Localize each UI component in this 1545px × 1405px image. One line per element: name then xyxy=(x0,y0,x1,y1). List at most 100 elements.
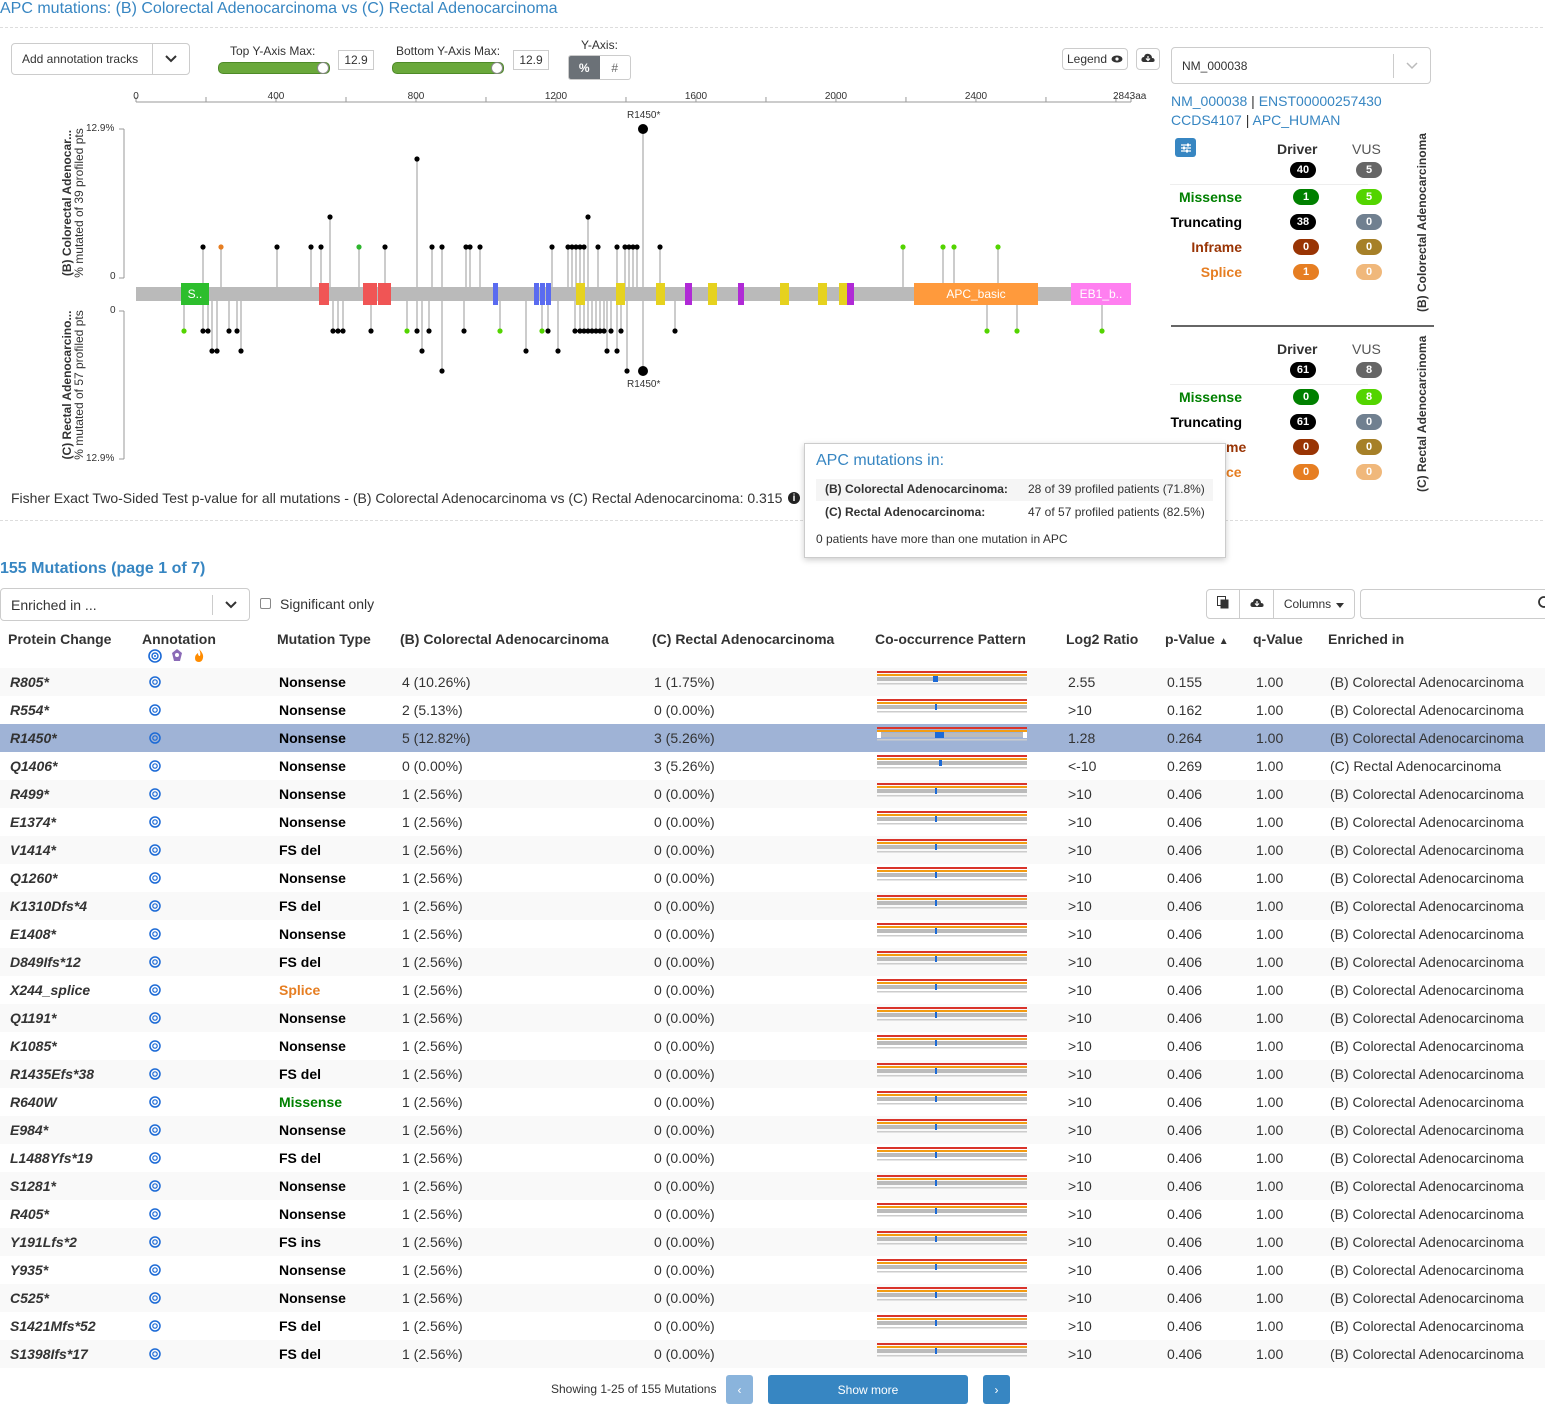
col-log2-ratio[interactable]: Log2 Ratio xyxy=(1066,631,1139,647)
table-row[interactable]: Q1406* Nonsense 0 (0.00%) 3 (5.26%) <-10 0.26… xyxy=(0,752,1545,780)
oncokb-icon[interactable] xyxy=(149,1032,161,1060)
group-b-freq-cell: 0 (0.00%) xyxy=(402,758,463,774)
tooltip-c-label: (C) Rectal Adenocarcinoma: xyxy=(825,505,986,519)
oncokb-icon[interactable] xyxy=(149,1312,161,1340)
settings-sliders-icon[interactable] xyxy=(1175,138,1196,157)
oncokb-icon[interactable] xyxy=(149,724,161,752)
table-row[interactable]: V1414* FS del 1 (2.56%) 0 (0.00%) >10 0.406 1.… xyxy=(0,836,1545,864)
oncokb-icon[interactable] xyxy=(149,976,161,1004)
ccds-link[interactable]: CCDS4107 xyxy=(1171,112,1242,128)
oncokb-icon[interactable] xyxy=(149,1172,161,1200)
table-row[interactable]: Q1191* Nonsense 1 (2.56%) 0 (0.00%) >10 0.406… xyxy=(0,1004,1545,1032)
oncokb-icon[interactable] xyxy=(149,668,161,696)
top-ymax-handle[interactable] xyxy=(317,62,329,74)
col-enriched-in[interactable]: Enriched in xyxy=(1328,631,1405,647)
table-row[interactable]: K1085* Nonsense 1 (2.56%) 0 (0.00%) >10 0.406… xyxy=(0,1032,1545,1060)
oncokb-icon[interactable] xyxy=(149,1088,161,1116)
table-row[interactable]: R405* Nonsense 1 (2.56%) 0 (0.00%) >10 0.406 1… xyxy=(0,1200,1545,1228)
table-row[interactable]: S1398Ifs*17 FS del 1 (2.56%) 0 (0.00%) >10 0.… xyxy=(0,1340,1545,1368)
oncokb-icon[interactable] xyxy=(149,1116,161,1144)
col-cooccurrence[interactable]: Co-occurrence Pattern xyxy=(875,631,1026,647)
table-row[interactable]: Y935* Nonsense 1 (2.56%) 0 (0.00%) >10 0.406 1… xyxy=(0,1256,1545,1284)
lollipop-plot: 0 400 800 1200 1600 2000 2400 2843aa xyxy=(119,91,1147,460)
missense-vus-badge: 8 xyxy=(1356,389,1382,405)
show-more-button[interactable]: Show more xyxy=(768,1375,968,1404)
table-row[interactable]: Y191Lfs*2 FS ins 1 (2.56%) 0 (0.00%) >10 0.40… xyxy=(0,1228,1545,1256)
table-row[interactable]: X244_splice Splice 1 (2.56%) 0 (0.00%) >10 0.… xyxy=(0,976,1545,1004)
columns-button[interactable]: Columns xyxy=(1273,589,1355,619)
uniprot-link[interactable]: APC_HUMAN xyxy=(1252,112,1341,128)
annotation-tracks-dropdown[interactable]: Add annotation tracks xyxy=(11,43,190,75)
col-mutation-type[interactable]: Mutation Type xyxy=(277,631,371,647)
legend-button[interactable]: Legend xyxy=(1062,48,1128,70)
col-protein-change[interactable]: Protein Change xyxy=(8,631,112,647)
yaxis-count-button[interactable]: # xyxy=(611,60,619,75)
table-row[interactable]: C525* Nonsense 1 (2.56%) 0 (0.00%) >10 0.406 1… xyxy=(0,1284,1545,1312)
oncokb-icon[interactable] xyxy=(149,1284,161,1312)
oncokb-icon[interactable] xyxy=(149,808,161,836)
info-icon[interactable]: i xyxy=(788,492,800,504)
bottom-ymax-slider[interactable] xyxy=(392,62,504,74)
table-download-button[interactable] xyxy=(1239,589,1274,619)
significant-only-checkbox[interactable] xyxy=(260,598,271,609)
table-row[interactable]: D849Ifs*12 FS del 1 (2.56%) 0 (0.00%) >10 0.4… xyxy=(0,948,1545,976)
lollipop-head xyxy=(601,328,607,334)
oncokb-icon[interactable] xyxy=(149,752,161,780)
domain-s-label[interactable]: S.. xyxy=(187,287,203,301)
table-row[interactable]: R640W Missense 1 (2.56%) 0 (0.00%) >10 0.406 1… xyxy=(0,1088,1545,1116)
col-p-value[interactable]: p-Value ▲ xyxy=(1165,631,1229,647)
table-row[interactable]: S1421Mfs*52 FS del 1 (2.56%) 0 (0.00%) >10 0.… xyxy=(0,1312,1545,1340)
oncokb-icon[interactable] xyxy=(149,1228,161,1256)
oncokb-icon[interactable] xyxy=(149,892,161,920)
lollipop-head xyxy=(589,328,595,334)
download-button[interactable] xyxy=(1136,48,1160,70)
oncokb-icon[interactable] xyxy=(149,1060,161,1088)
lollipop-head xyxy=(618,328,624,334)
col-group-c[interactable]: (C) Rectal Adenocarcinoma xyxy=(652,631,835,647)
col-q-value[interactable]: q-Value xyxy=(1253,631,1303,647)
table-search-input[interactable] xyxy=(1360,589,1545,619)
bottom-ymax-input[interactable]: 12.9 xyxy=(513,50,549,70)
table-row[interactable]: S1281* Nonsense 1 (2.56%) 0 (0.00%) >10 0.406… xyxy=(0,1172,1545,1200)
oncokb-icon[interactable] xyxy=(149,1200,161,1228)
oncokb-icon[interactable] xyxy=(149,1144,161,1172)
oncokb-icon[interactable] xyxy=(149,1340,161,1368)
yaxis-percent-button[interactable]: % xyxy=(569,56,600,79)
oncokb-icon[interactable] xyxy=(149,1004,161,1032)
domain-apc-basic-label[interactable]: APC_basic xyxy=(946,287,1006,301)
copy-button[interactable] xyxy=(1206,589,1240,619)
vus-header: VUS xyxy=(1352,341,1381,357)
top-ymax-slider[interactable] xyxy=(218,62,330,74)
enriched-in-dropdown[interactable]: Enriched in ... xyxy=(0,588,250,621)
oncokb-icon[interactable] xyxy=(149,696,161,724)
oncokb-icon[interactable] xyxy=(149,948,161,976)
domain-eb1-label[interactable]: EB1_b.. xyxy=(1079,287,1123,301)
next-page-button[interactable]: › xyxy=(983,1375,1010,1404)
oncokb-icon[interactable] xyxy=(149,1256,161,1284)
table-row[interactable]: R1435Efs*38 FS del 1 (2.56%) 0 (0.00%) >10 0.… xyxy=(0,1060,1545,1088)
oncokb-icon[interactable] xyxy=(149,920,161,948)
table-row[interactable]: L1488Yfs*19 FS del 1 (2.56%) 0 (0.00%) >10 0.… xyxy=(0,1144,1545,1172)
x-axis: 0 400 800 1200 1600 2000 2400 2843aa xyxy=(119,91,1147,460)
col-annotation[interactable]: Annotation xyxy=(142,631,216,647)
table-row[interactable]: Q1260* Nonsense 1 (2.56%) 0 (0.00%) >10 0.406… xyxy=(0,864,1545,892)
oncokb-icon[interactable] xyxy=(149,780,161,808)
table-row[interactable]: R499* Nonsense 1 (2.56%) 0 (0.00%) >10 0.406 1… xyxy=(0,780,1545,808)
col-group-b[interactable]: (B) Colorectal Adenocarcinoma xyxy=(400,631,609,647)
transcript-dropdown[interactable]: NM_000038 xyxy=(1171,47,1431,84)
ensembl-link[interactable]: ENST00000257430 xyxy=(1258,93,1382,109)
table-row[interactable]: R805* Nonsense 4 (10.26%) 1 (1.75%) 2.55 0.15… xyxy=(0,668,1545,696)
table-row[interactable]: E1408* Nonsense 1 (2.56%) 0 (0.00%) >10 0.406… xyxy=(0,920,1545,948)
refseq-link[interactable]: NM_000038 xyxy=(1171,93,1248,109)
top-ymax-input[interactable]: 12.9 xyxy=(338,50,374,70)
table-row[interactable]: R554* Nonsense 2 (5.13%) 0 (0.00%) >10 0.162 1… xyxy=(0,696,1545,724)
oncokb-icon[interactable] xyxy=(149,864,161,892)
table-row[interactable]: E984* Nonsense 1 (2.56%) 0 (0.00%) >10 0.406 1… xyxy=(0,1116,1545,1144)
table-row[interactable]: K1310Dfs*4 FS del 1 (2.56%) 0 (0.00%) >10 0.4… xyxy=(0,892,1545,920)
prev-page-button[interactable]: ‹ xyxy=(726,1375,753,1404)
table-row[interactable]: E1374* Nonsense 1 (2.56%) 0 (0.00%) >10 0.406… xyxy=(0,808,1545,836)
bottom-ymax-handle[interactable] xyxy=(491,62,503,74)
oncokb-icon[interactable] xyxy=(149,836,161,864)
cloud-download-icon xyxy=(1249,597,1264,611)
table-row[interactable]: R1450* Nonsense 5 (12.82%) 3 (5.26%) 1.28 0.2… xyxy=(0,724,1545,752)
